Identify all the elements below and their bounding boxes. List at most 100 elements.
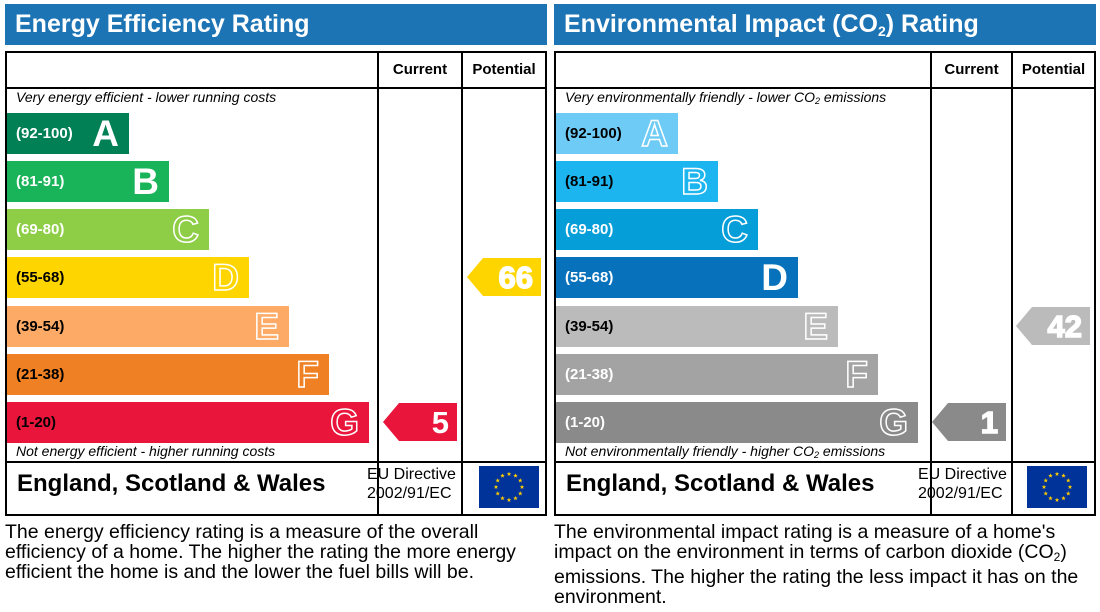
band-letter: G — [878, 401, 908, 444]
band-letter: C — [172, 208, 200, 251]
band-letter: D — [761, 257, 788, 298]
eu-star — [517, 478, 523, 483]
bottom-caption-part: Not environmentally friendly - higher CO — [565, 443, 814, 459]
top-caption-subscript: 2 — [815, 96, 821, 106]
column-divider — [377, 53, 379, 514]
eu-star — [495, 491, 501, 496]
energy-header: Energy Efficiency Rating — [5, 4, 547, 45]
band-letter: G — [329, 401, 359, 444]
current-column-header: Current — [392, 61, 448, 78]
eu-star — [1065, 478, 1071, 483]
band-letter: A — [641, 112, 669, 155]
footer-divider — [7, 461, 545, 463]
marker-arrow — [1016, 307, 1090, 345]
band-e: (39-54) E — [7, 305, 289, 348]
band-range-label: (55-68) — [16, 269, 65, 286]
environment-title-part: Environmental Impact (CO — [564, 10, 878, 38]
eu-directive-line2: 2002/91/EC — [918, 485, 1003, 502]
column-divider — [930, 53, 932, 514]
eu-flag-icon — [479, 466, 539, 508]
band-letter: D — [212, 256, 240, 299]
energy-title: Energy Efficiency Rating — [15, 10, 310, 38]
band-range-label: (92-100) — [16, 125, 73, 142]
band-range-label: (92-100) — [565, 125, 622, 142]
potential-column-header: Potential — [1021, 61, 1086, 78]
environmental-impact-panel: Environmental Impact (CO2) Rating Curren… — [554, 4, 1096, 612]
band-c: (69-80) C — [556, 208, 758, 251]
eu-star — [1065, 491, 1071, 496]
band-range-label: (55-68) — [565, 269, 614, 286]
current-column-header: Current — [944, 61, 999, 78]
potential-rating-value: 42 — [1047, 308, 1083, 345]
eu-star — [513, 495, 518, 501]
eu-star — [495, 478, 501, 483]
band-letter: F — [296, 353, 320, 396]
column-divider — [461, 53, 463, 514]
current-rating-marker: 1 — [932, 403, 1006, 441]
eu-star — [506, 497, 512, 502]
band-range-label: (69-80) — [565, 221, 614, 238]
eu-star — [506, 471, 512, 476]
band-letter: B — [681, 160, 709, 203]
column-divider — [1011, 53, 1013, 514]
eu-directive-line1: EU Directive — [367, 466, 456, 483]
band-range-label: (81-91) — [16, 173, 65, 190]
marker-arrow — [383, 403, 457, 441]
current-rating-value: 1 — [980, 404, 999, 441]
top-caption-part: emissions — [820, 89, 887, 105]
eu-directive-line1: EU Directive — [918, 466, 1007, 483]
band-b: (81-91) B — [7, 161, 169, 202]
potential-rating-marker: 66 — [467, 258, 541, 296]
potential-rating-value: 66 — [498, 259, 534, 296]
eu-star — [493, 484, 499, 489]
eu-star — [1067, 484, 1073, 489]
marker-arrow-shape — [467, 258, 541, 296]
marker-arrow — [932, 403, 1006, 441]
bottom-caption-part: emissions — [819, 443, 886, 459]
footer-region: England, Scotland & Wales — [17, 470, 326, 497]
band-letter: B — [132, 161, 159, 202]
band-b: (81-91) B — [556, 160, 718, 203]
band-letter: E — [803, 305, 829, 348]
eu-star — [1048, 495, 1053, 501]
environment-description-part: The environmental impact rating is a mea… — [554, 521, 1056, 563]
header-divider — [7, 87, 545, 89]
eu-star — [1054, 497, 1060, 502]
band-letter: E — [254, 305, 280, 348]
environment-description-part: ) emissions. The higher the rating the l… — [554, 541, 1079, 608]
band-range-label: (21-38) — [565, 366, 614, 383]
eu-star — [1043, 478, 1049, 483]
eu-star — [1048, 473, 1053, 478]
energy-description: The energy efficiency rating is a measur… — [5, 521, 516, 583]
environment-header: Environmental Impact (CO2) Rating — [554, 4, 1096, 45]
environment-description-subscript: 2 — [1053, 550, 1061, 564]
band-c: (69-80) C — [7, 208, 209, 251]
eu-star — [1043, 491, 1049, 496]
eu-star — [513, 473, 518, 478]
marker-arrow-shape — [1016, 307, 1090, 345]
eu-directive-line2: 2002/91/EC — [367, 485, 452, 502]
bottom-caption: Not environmentally friendly - higher CO… — [565, 443, 885, 460]
band-range-label: (39-54) — [16, 318, 65, 335]
eu-star — [1061, 495, 1066, 501]
environment-chart-frame: Current Potential Very environmentally f… — [554, 51, 1096, 516]
band-letter: A — [92, 113, 119, 154]
band-range-label: (69-80) — [16, 221, 65, 238]
band-range-label: (1-20) — [16, 414, 57, 431]
marker-arrow — [467, 258, 541, 296]
marker-arrow-shape — [383, 403, 457, 441]
top-caption: Very energy efficient - lower running co… — [16, 89, 277, 105]
band-a: (92-100) A — [556, 112, 678, 155]
eu-star — [500, 473, 505, 478]
marker-arrow-shape — [932, 403, 1006, 441]
eu-star — [1061, 473, 1066, 478]
potential-rating-marker: 42 — [1016, 307, 1090, 345]
eu-star — [1041, 484, 1047, 489]
current-rating-marker: 5 — [383, 403, 457, 441]
band-letter: F — [845, 353, 869, 396]
band-g: (1-20) G — [7, 401, 369, 444]
bottom-caption: Not energy efficient - higher running co… — [16, 443, 276, 459]
band-a: (92-100) A — [7, 113, 129, 154]
band-f: (21-38) F — [7, 353, 329, 396]
current-rating-value: 5 — [431, 405, 449, 440]
